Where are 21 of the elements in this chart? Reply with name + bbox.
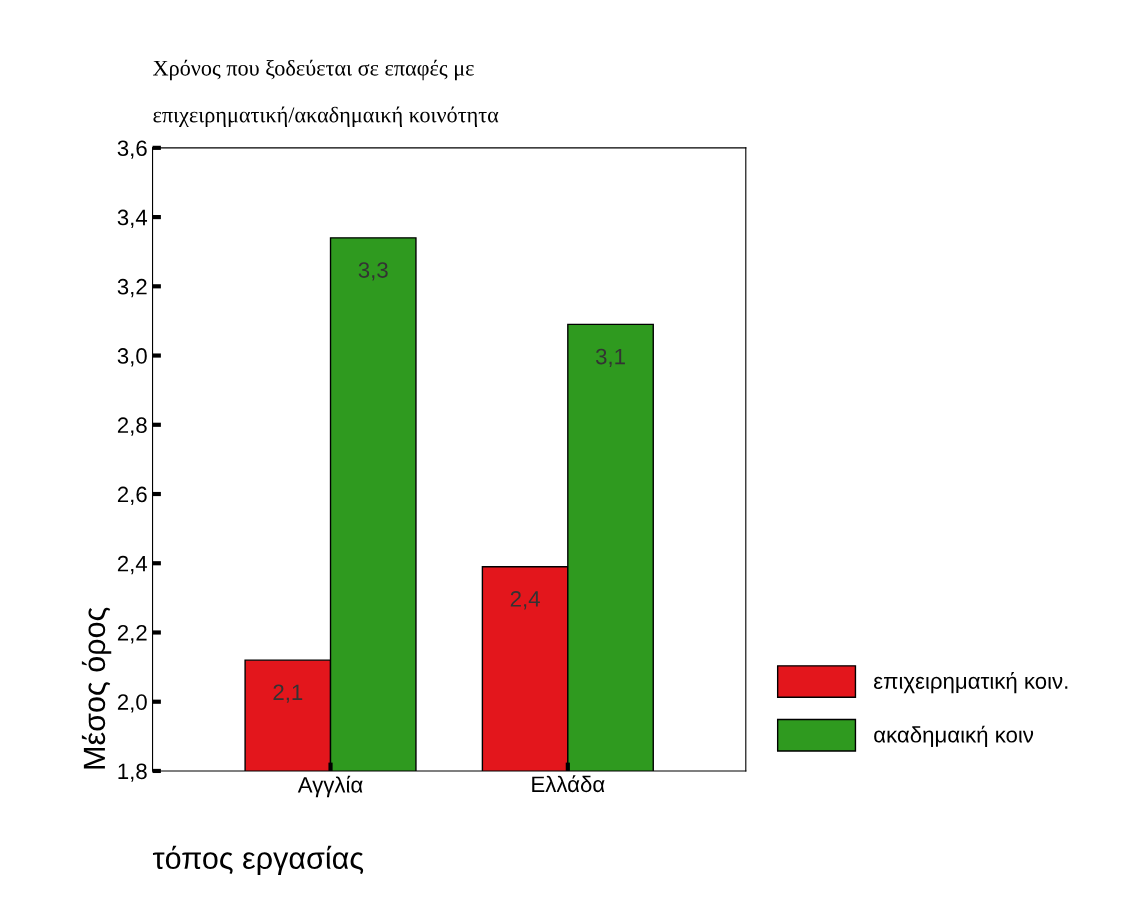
- legend-label: ακαδημαική κοιν: [874, 725, 1034, 747]
- data-label: 2,4: [510, 591, 540, 610]
- chart-title: Χρόνος που ξοδεύεται σε επαφές με επιχειρηματική/ακαδημαική κοινότητα: [153, 59, 499, 127]
- x-tick-label: Ελλάδα: [532, 775, 605, 793]
- y-axis-title: Μέσος όρος: [81, 607, 112, 769]
- y-tick-label: 2,8: [117, 417, 147, 436]
- y-tick-label: 3,6: [117, 140, 147, 159]
- data-label: 2,1: [273, 684, 303, 703]
- y-tick-label: 3,2: [117, 278, 147, 298]
- y-tick-label: 2,0: [117, 694, 147, 713]
- y-tick-label: 2,6: [117, 486, 147, 505]
- y-tick-label: 2,2: [117, 625, 147, 644]
- y-tick-label: 3,0: [117, 348, 147, 367]
- x-axis-title: τόπος εργασίας: [152, 845, 364, 876]
- y-tick-label: 2,4: [117, 555, 148, 575]
- legend-label: επιχειρηματική κοιν.: [873, 671, 1068, 694]
- x-tick-label: Αγγλία: [297, 775, 363, 798]
- data-label: 3,1: [595, 348, 625, 368]
- y-tick-label: 1,8: [118, 763, 147, 782]
- y-tick-label: 3,4: [117, 209, 148, 228]
- data-label: 3,3: [358, 262, 388, 281]
